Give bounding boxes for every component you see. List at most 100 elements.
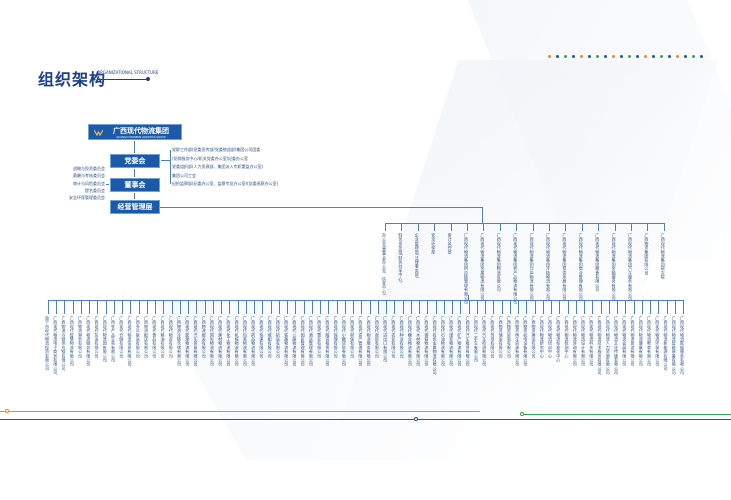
connector-line [493,300,495,314]
connector-line [534,300,536,314]
connector-line [625,300,627,314]
connector-line [369,300,371,314]
subsidiary-node: 广西现代物资有限公司 [168,316,174,358]
subsidiary-node: 广西现代物流技术服务有限公司 [597,316,603,375]
connector-line [56,300,58,314]
connector-line [483,223,485,231]
mid-level-node: 财务资金部(财务共享中心) [398,233,404,283]
connector-line [633,300,635,314]
connector-line [160,160,170,161]
connector-line [598,223,600,231]
dot [692,55,695,58]
committee-item: 薪酬与考核委员会 [73,173,105,179]
connector-line [584,300,586,314]
committee-item: 战略与投资委员会 [73,166,105,171]
mid-level-node: 广西现代物流集团商业管理有限公司 [578,233,584,301]
connector-line [64,300,66,314]
connector-line [237,300,239,314]
dot [636,55,639,58]
subsidiary-node: 广西现代二手车有限公司 [473,316,479,363]
committee-item: 安全环保管理委员会 [69,195,105,201]
connector-line [674,300,676,314]
subsidiary-node: 广西现代农业有限公司 [391,316,397,358]
subsidiary-node: 广西现代酒店管理有限公司 [308,316,314,367]
connector-line [663,223,665,231]
dot [684,55,687,58]
connector-line [377,300,379,314]
mid-level-node: 办公室(董事会办公室、信息中心) [382,233,387,296]
subsidiary-node: 广西现代汽车贸易有限公司 [193,316,199,367]
connector-line [303,300,305,314]
subsidiary-node: 广西现代物流设计有限公司 [581,316,587,367]
subsidiary-node: 广西现代物流旅游有限公司 [630,316,636,367]
connector-line [48,300,683,301]
subsidiary-node: 广西现代快递有限公司 [259,316,265,358]
connector-line [179,300,181,314]
subsidiary-node: 广西现代进出口有限公司 [383,316,389,363]
subsidiary-node: 广西现代化工物流有限公司 [226,316,232,367]
connector-line [105,300,107,314]
connector-line [526,300,528,314]
mid-level-node: 企业管理部(法律事务部) [414,233,420,279]
subsidiary-node: 广西物流报关有限公司 [201,316,207,358]
page-subtitle: ORGANIZATIONAL STRUCTURE [97,70,159,75]
connector-line [385,223,386,231]
subsidiary-node: 广西现代石油物流有限公司 [440,316,446,367]
connector-line [160,207,482,208]
connector-line [435,300,437,314]
subsidiary-node: 广西现代矿产物流有限公司 [457,316,463,367]
connector-line [113,300,115,314]
connector-line [575,300,577,314]
mid-level-node: 广西现代物流集团物流有限公司 [496,233,502,292]
connector-line [650,300,651,314]
committee-item: 审计与风险委员会 [73,180,105,186]
connector-line [402,300,404,314]
connector-line [419,300,421,314]
mid-level-node: 安全环保部 [431,233,437,254]
dot [700,55,703,58]
connector-line [262,300,264,314]
mid-level-node: 广西现代物流集团研究院 [660,233,666,280]
subsidiary-node: 广西现代小额贷款有限公司 [341,316,347,367]
connector-line [499,223,501,231]
subsidiary-node: 广西现代有色金属物流有限公司 [432,316,438,375]
title-rule [97,79,147,80]
connector-line [532,223,534,231]
connector-line [278,300,280,314]
connector-line [614,223,616,231]
connector-line [485,300,487,314]
subsidiary-node: 广西现代物流健康有限公司 [638,316,644,367]
connector-line [617,300,619,314]
subsidiary-node: 广西现代钢铁物流有限公司 [424,316,430,367]
subsidiary-node: 广西现代物流园有限公司 [102,316,108,363]
subsidiary-node: 广西现代物流人力资源有限公司 [605,316,611,375]
connector-line [204,300,206,314]
dot [588,55,591,58]
party-body-item: 党群工作部(党委宣传部/党委统战部/集团公司团委 [172,147,261,152]
page-title: 组织架构 [38,70,107,89]
connector-line [97,300,99,314]
connector-line [320,300,322,314]
connector-line [72,300,74,314]
subsidiary-node: 广西物资建设有限公司 [531,316,537,358]
connector-line [134,140,135,200]
connector-line [295,300,297,314]
connector-line [146,300,148,314]
management-box: 经营管理层 [110,200,160,214]
mid-level-node: 广西现代物流集团口岸物流有限公司 [529,233,535,301]
subsidiary-node: 广西现代园区管理有限公司 [300,316,306,367]
connector-line [353,300,355,314]
mid-level-node: 审计风控部 [447,233,453,254]
connector-line [581,223,583,231]
connector-line [401,223,403,231]
connector-line [450,223,452,231]
subsidiary-node: 广西现代物流培训中心 [548,316,554,358]
dot [628,55,631,58]
logo-name: 广西现代物流集团 [113,127,169,135]
bottom-line-green [520,414,731,415]
mid-level-node: 广西现代物流集团冷链物流有限公司 [546,233,551,301]
connector-line [452,300,454,314]
subsidiary-node: 广西现代物流智能装备有限公司 [671,316,677,375]
party-body-item: /党群服务中心/机关党委办公室/纪委办公室 [172,155,249,161]
